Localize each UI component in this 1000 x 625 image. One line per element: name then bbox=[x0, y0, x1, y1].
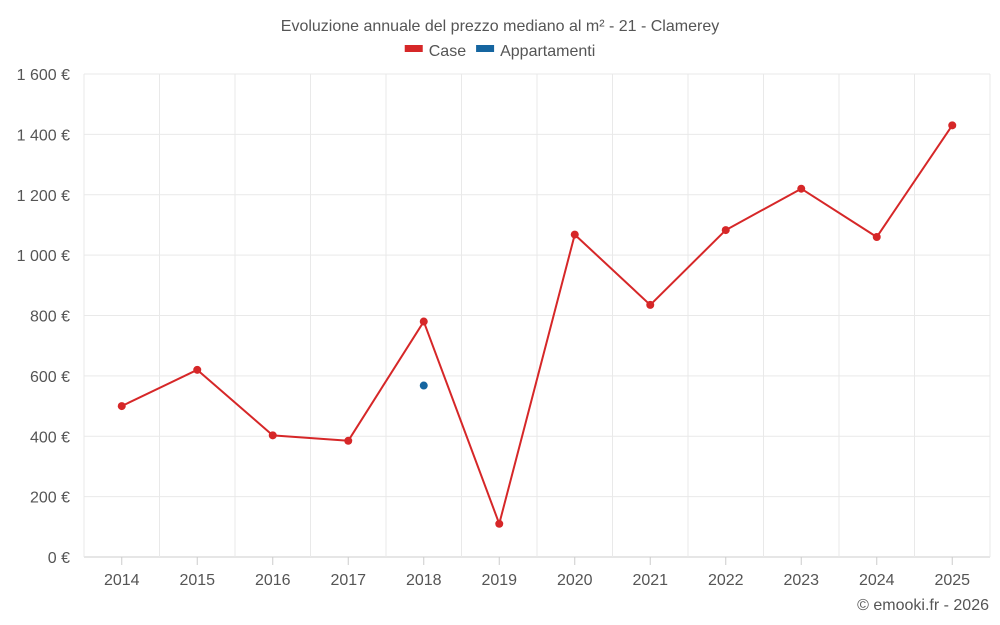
y-tick-label: 600 € bbox=[30, 369, 70, 386]
x-axis: 2014 2015 2016 2017 2018 2019 2020 2021 2022 2023… bbox=[104, 557, 970, 589]
x-tick-label: 2016 bbox=[255, 572, 291, 589]
legend-swatch bbox=[476, 45, 495, 52]
x-tick-label: 2017 bbox=[330, 572, 366, 589]
legend-item: Case bbox=[404, 43, 466, 60]
data-point-case bbox=[495, 519, 504, 528]
y-tick-label: 1 600 € bbox=[17, 67, 70, 84]
x-tick-label: 2018 bbox=[406, 572, 442, 589]
data-point-case bbox=[570, 230, 579, 239]
x-tick-label: 2019 bbox=[481, 572, 517, 589]
y-tick-label: 800 € bbox=[30, 309, 70, 326]
y-axis: 0 € 200 € 400 € 600 € 800 € 1 000 € 1 200 € 1 4… bbox=[17, 67, 70, 567]
legend-label: Case bbox=[429, 43, 466, 60]
data-point-case bbox=[646, 300, 655, 309]
x-tick-label: 2023 bbox=[783, 572, 819, 589]
y-tick-label: 1 000 € bbox=[17, 248, 70, 265]
credit-text: © emooki.fr - 2026 bbox=[857, 597, 989, 614]
data-point-appartamenti bbox=[419, 381, 428, 390]
legend-label: Appartamenti bbox=[500, 43, 595, 60]
data-point-case bbox=[721, 226, 730, 235]
legend-swatch bbox=[404, 45, 423, 52]
series-layer bbox=[117, 121, 957, 528]
y-tick-label: 1 200 € bbox=[17, 188, 70, 205]
x-tick-label: 2022 bbox=[708, 572, 744, 589]
x-tick-label: 2025 bbox=[934, 572, 970, 589]
data-point-case bbox=[268, 431, 277, 440]
grid bbox=[83, 73, 991, 558]
x-tick-label: 2021 bbox=[632, 572, 668, 589]
legend-item: Appartamenti bbox=[476, 43, 595, 60]
y-tick-label: 1 400 € bbox=[17, 127, 70, 144]
y-tick-label: 0 € bbox=[48, 550, 70, 567]
data-point-case bbox=[344, 436, 353, 445]
y-tick-label: 200 € bbox=[30, 490, 70, 507]
x-tick-label: 2014 bbox=[104, 572, 140, 589]
data-point-case bbox=[948, 121, 957, 130]
legend: Case Appartamenti bbox=[404, 43, 595, 60]
data-point-case bbox=[797, 184, 806, 193]
data-point-case bbox=[193, 365, 202, 374]
data-point-case bbox=[419, 317, 428, 326]
y-tick-label: 400 € bbox=[30, 429, 70, 446]
x-tick-label: 2024 bbox=[859, 572, 895, 589]
series-line-case bbox=[121, 124, 954, 525]
x-tick-label: 2020 bbox=[557, 572, 593, 589]
data-point-case bbox=[117, 402, 126, 411]
data-point-case bbox=[872, 233, 881, 242]
x-tick-label: 2015 bbox=[179, 572, 215, 589]
chart-title: Evoluzione annuale del prezzo mediano al… bbox=[281, 18, 719, 35]
